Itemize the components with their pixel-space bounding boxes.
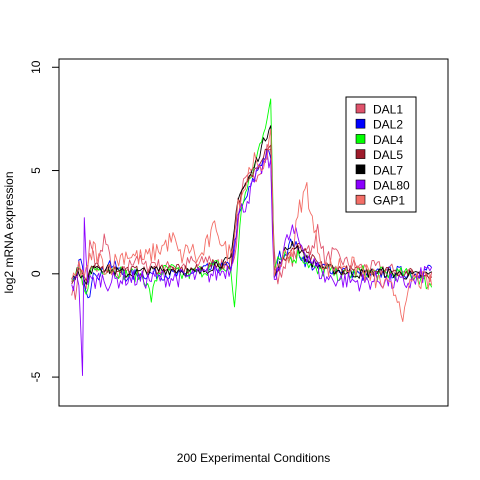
y-tick-label: 5 (29, 167, 43, 174)
legend-label-dal7: DAL7 (373, 163, 403, 177)
series-line-dal80 (71, 150, 433, 376)
legend-label-dal80: DAL80 (373, 179, 410, 193)
y-tick-label: 10 (29, 60, 43, 74)
legend-swatch-dal80 (355, 179, 366, 190)
y-tick-label: 0 (29, 270, 43, 277)
y-axis: -5 0 5 10 (29, 60, 60, 382)
y-axis-title: log2 mRNA expression (2, 171, 16, 293)
legend-label-dal2: DAL2 (373, 118, 403, 132)
y-tick-label: -5 (29, 371, 43, 382)
legend-swatch-dal7 (355, 164, 366, 175)
x-axis-title: 200 Experimental Conditions (177, 451, 330, 465)
series-line-gap1 (71, 128, 433, 323)
legend-swatch-dal4 (355, 134, 366, 144)
legend-swatch-dal1 (355, 103, 366, 114)
plot-lines (71, 98, 433, 376)
legend-label-dal5: DAL5 (373, 148, 403, 162)
legend-swatch-gap1 (355, 194, 366, 205)
legend-label-dal1: DAL1 (373, 103, 403, 117)
legend-swatch-dal2 (355, 118, 366, 129)
legend-label-gap1: GAP1 (373, 194, 405, 208)
legend-swatch-dal5 (355, 149, 366, 159)
legend-label-dal4: DAL4 (373, 133, 403, 147)
series-line-dal7 (71, 125, 432, 285)
